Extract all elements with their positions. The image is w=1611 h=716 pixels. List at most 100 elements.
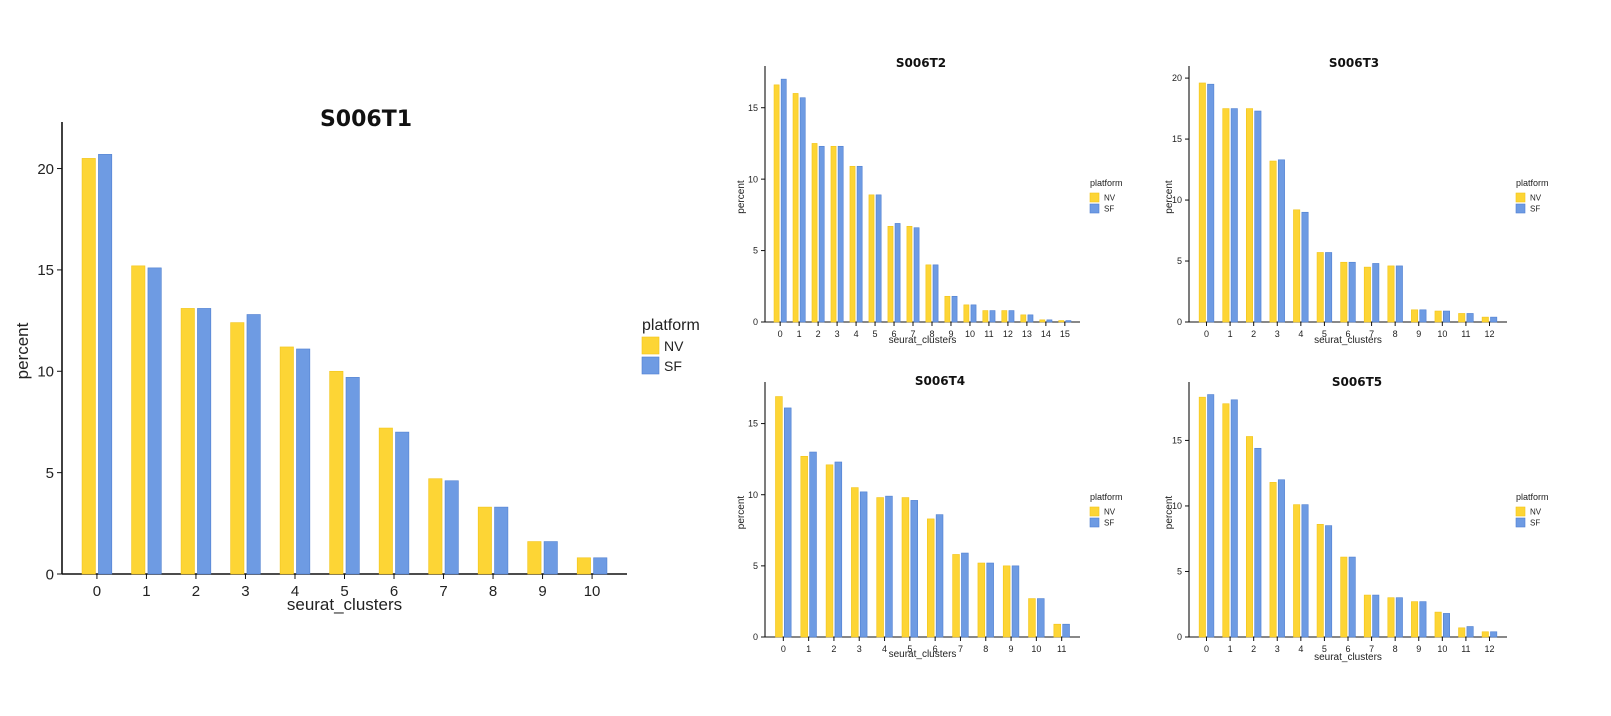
- bar-nv-cluster-0: [775, 396, 783, 638]
- legend-swatch-sf: [1089, 203, 1100, 214]
- bar-nv-cluster-15: [1058, 320, 1065, 323]
- chart-title: S006T5: [1332, 375, 1382, 389]
- legend-label-sf: SF: [1104, 518, 1114, 527]
- bar-sf-cluster-12: [1490, 631, 1498, 638]
- x-tick-label: 11: [984, 329, 993, 339]
- bar-nv-cluster-2: [1246, 108, 1253, 323]
- x-tick-label: 12: [1003, 329, 1013, 339]
- x-axis-title: seurat_clusters: [1314, 335, 1382, 346]
- bar-nv-cluster-8: [1387, 265, 1395, 323]
- x-tick-label: 12: [1484, 329, 1494, 339]
- bar-nv-cluster-13: [1020, 314, 1027, 323]
- x-axis-title: seurat_clusters: [287, 595, 402, 614]
- bar-sf-cluster-2: [197, 308, 212, 575]
- bar-sf-cluster-3: [859, 491, 868, 638]
- legend-label-nv: NV: [1530, 193, 1542, 202]
- y-tick-label: 0: [46, 566, 54, 583]
- chart-panel-s006t1: S006T1 0 5 10 15 20 0 1 2 3 4 5 6 7 8 9 10 seurat_cluster…: [13, 107, 700, 614]
- bar-nv-cluster-10: [963, 304, 970, 323]
- bar-nv-cluster-0: [1198, 82, 1206, 323]
- bar-sf-cluster-14: [1046, 319, 1053, 323]
- x-tick-label: 4: [291, 583, 299, 600]
- y-tick-label: 5: [1177, 256, 1182, 266]
- bar-sf-cluster-7: [1372, 594, 1380, 638]
- bar-nv-cluster-12: [1001, 310, 1008, 323]
- x-tick-label: 8: [1393, 644, 1398, 654]
- x-tick-label: 9: [1009, 644, 1014, 654]
- bar-sf-cluster-10: [1037, 598, 1045, 638]
- bar-nv-cluster-2: [825, 464, 834, 638]
- y-tick-label: 0: [1177, 632, 1182, 642]
- bar-sf-cluster-3: [837, 145, 844, 323]
- legend-label-nv: NV: [1104, 193, 1116, 202]
- bar-sf-cluster-5: [1325, 252, 1333, 323]
- x-tick-label: 3: [857, 644, 862, 654]
- y-tick-label: 5: [46, 465, 54, 482]
- bar-sf-cluster-6: [1348, 556, 1356, 638]
- x-tick-label: 2: [1251, 329, 1256, 339]
- legend-label-nv: NV: [1530, 507, 1542, 516]
- bar-nv-cluster-7: [1363, 594, 1371, 638]
- bar-sf-cluster-5: [345, 377, 360, 575]
- bar-sf-cluster-7: [1372, 263, 1380, 323]
- x-tick-label: 5: [340, 583, 348, 600]
- bar-nv-cluster-10: [1028, 598, 1036, 638]
- x-tick-label: 4: [882, 644, 887, 654]
- bar-nv-cluster-11: [1458, 627, 1466, 638]
- bar-sf-cluster-6: [935, 514, 944, 638]
- bar-sf-cluster-4: [856, 165, 863, 323]
- legend-label-sf: SF: [1530, 518, 1540, 527]
- bar-sf-cluster-0: [1207, 83, 1215, 323]
- legend-title: platform: [1516, 178, 1549, 188]
- bar-nv-cluster-3: [1269, 482, 1277, 638]
- x-tick-label: 6: [1345, 644, 1350, 654]
- x-tick-label: 8: [1393, 329, 1398, 339]
- x-tick-label: 3: [1275, 329, 1280, 339]
- bar-sf-cluster-3: [1277, 479, 1285, 638]
- bar-sf-cluster-1: [147, 267, 162, 575]
- bar-nv-cluster-6: [1340, 261, 1348, 323]
- bar-sf-cluster-7: [444, 480, 459, 575]
- bar-sf-cluster-1: [1230, 399, 1238, 638]
- bar-nv-cluster-5: [1316, 523, 1324, 638]
- x-tick-label: 15: [1060, 329, 1070, 339]
- bar-sf-cluster-11: [1466, 626, 1474, 638]
- bar-sf-cluster-10: [970, 304, 977, 323]
- bar-nv-cluster-11: [1053, 623, 1061, 638]
- bar-nv-cluster-1: [1222, 403, 1230, 638]
- y-tick-label: 20: [1172, 73, 1182, 83]
- bar-nv-cluster-7: [428, 478, 443, 575]
- x-tick-label: 4: [1298, 644, 1303, 654]
- x-axis-title: seurat_clusters: [889, 335, 957, 346]
- bar-nv-cluster-2: [1246, 436, 1253, 638]
- bar-nv-cluster-11: [982, 310, 989, 323]
- bar-nv-cluster-8: [925, 264, 932, 323]
- bar-sf-cluster-8: [1395, 597, 1403, 638]
- x-tick-label: 11: [1057, 644, 1066, 654]
- bar-nv-cluster-8: [1387, 597, 1395, 638]
- bar-nv-cluster-3: [230, 322, 245, 575]
- bar-sf-cluster-15: [1065, 320, 1072, 323]
- legend-swatch-nv: [1089, 192, 1100, 203]
- bar-sf-cluster-1: [799, 97, 806, 323]
- bar-sf-cluster-6: [395, 431, 410, 575]
- legend-label-sf: SF: [1530, 204, 1540, 213]
- x-tick-label: 5: [1322, 329, 1327, 339]
- chart-title: S006T2: [896, 56, 946, 70]
- bar-nv-cluster-2: [811, 143, 818, 323]
- y-axis-title: percent: [1164, 496, 1175, 530]
- x-tick-label: 1: [1228, 644, 1233, 654]
- bar-sf-cluster-9: [1011, 565, 1020, 638]
- x-tick-label: 0: [781, 644, 786, 654]
- x-tick-label: 12: [1484, 644, 1494, 654]
- bar-sf-cluster-0: [98, 154, 113, 575]
- bar-sf-cluster-6: [894, 223, 901, 323]
- x-tick-label: 11: [1461, 329, 1470, 339]
- y-tick-label: 5: [1177, 567, 1182, 577]
- x-tick-label: 5: [1322, 644, 1327, 654]
- bar-sf-cluster-12: [1008, 310, 1015, 323]
- legend: platform NV SF: [1089, 492, 1123, 527]
- x-tick-label: 0: [1204, 329, 1209, 339]
- bar-sf-cluster-1: [1230, 108, 1238, 323]
